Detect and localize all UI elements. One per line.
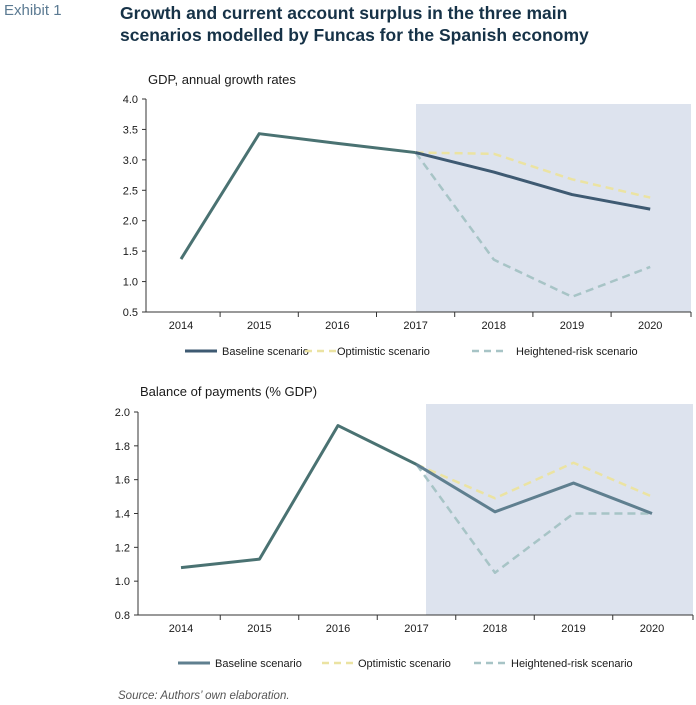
gdp-x-tick-label: 2018 xyxy=(482,320,506,332)
bop-chart-title: Balance of payments (% GDP) xyxy=(140,384,317,399)
bop-x-tick-label: 2020 xyxy=(640,623,664,635)
gdp-y-tick-label: 2.5 xyxy=(123,185,138,197)
gdp-y-tick-label: 2.0 xyxy=(123,216,138,228)
figure-title-line-2: scenarios modelled by Funcas for the Spa… xyxy=(120,25,589,45)
gdp-x-tick-label: 2014 xyxy=(169,320,193,332)
bop-y-tick-label: 2.0 xyxy=(115,407,130,419)
gdp-x-tick-label: 2016 xyxy=(325,320,349,332)
bop-legend-label: Baseline scenario xyxy=(215,658,302,670)
bop-x-tick-label: 2019 xyxy=(561,623,585,635)
gdp-y-tick-label: 1.0 xyxy=(123,277,138,289)
bop-x-tick-label: 2017 xyxy=(404,623,428,635)
balance-of-payments-chart: Balance of payments (% GDP) 2.0 1.8 1.6 1.4… xyxy=(115,384,694,670)
figure-title-line-1: Growth and current account surplus in th… xyxy=(120,3,568,23)
gdp-y-tick-label: 3.5 xyxy=(123,124,138,136)
gdp-y-tick-label: 4.0 xyxy=(123,94,138,106)
bop-y-tick-label: 1.0 xyxy=(115,576,130,588)
gdp-baseline-line xyxy=(415,151,651,211)
bop-y-tick-label: 1.4 xyxy=(115,509,130,521)
bop-optimistic-line xyxy=(416,461,653,500)
gdp-x-tick-label: 2015 xyxy=(247,320,271,332)
bop-x-tick-label: 2016 xyxy=(326,623,350,635)
gdp-growth-chart: GDP, annual growth rates 4.0 3.5 3.0 2.5 2.0… xyxy=(123,72,692,358)
bop-y-tick-label: 1.6 xyxy=(115,475,130,487)
gdp-x-tick-label: 2019 xyxy=(560,320,584,332)
bop-forecast-shade xyxy=(426,404,693,615)
bop-legend-label: Optimistic scenario xyxy=(358,658,451,670)
gdp-chart-title: GDP, annual growth rates xyxy=(148,72,296,87)
gdp-legend-label: Heightened-risk scenario xyxy=(516,346,638,358)
gdp-optimistic-line xyxy=(415,151,651,199)
bop-x-tick-label: 2014 xyxy=(169,623,193,635)
gdp-history-line xyxy=(179,132,416,260)
bop-history-line xyxy=(180,424,418,570)
gdp-y-tick-label: 0.5 xyxy=(123,307,138,319)
gdp-x-tick-label: 2017 xyxy=(403,320,427,332)
gdp-y-tick-label: 3.0 xyxy=(123,155,138,167)
gdp-x-tick-label: 2020 xyxy=(638,320,662,332)
bop-x-tick-label: 2018 xyxy=(483,623,507,635)
source-note: Source: Authors’ own elaboration. xyxy=(118,690,290,702)
exhibit-label: Exhibit 1 xyxy=(4,2,62,19)
gdp-risk-line xyxy=(414,151,651,299)
bop-legend-label: Heightened-risk scenario xyxy=(511,658,633,670)
bop-y-tick-label: 1.2 xyxy=(115,542,130,554)
bop-y-tick-label: 0.8 xyxy=(115,610,130,622)
bop-y-tick-label: 1.8 xyxy=(115,441,130,453)
bop-baseline-line xyxy=(415,463,653,515)
bop-x-tick-label: 2015 xyxy=(247,623,271,635)
gdp-legend-label: Optimistic scenario xyxy=(337,346,430,358)
gdp-legend-label: Baseline scenario xyxy=(222,346,309,358)
figure-title: Growth and current account surplus in th… xyxy=(120,2,680,46)
gdp-y-tick-label: 1.5 xyxy=(123,246,138,258)
bop-risk-line xyxy=(415,463,652,574)
